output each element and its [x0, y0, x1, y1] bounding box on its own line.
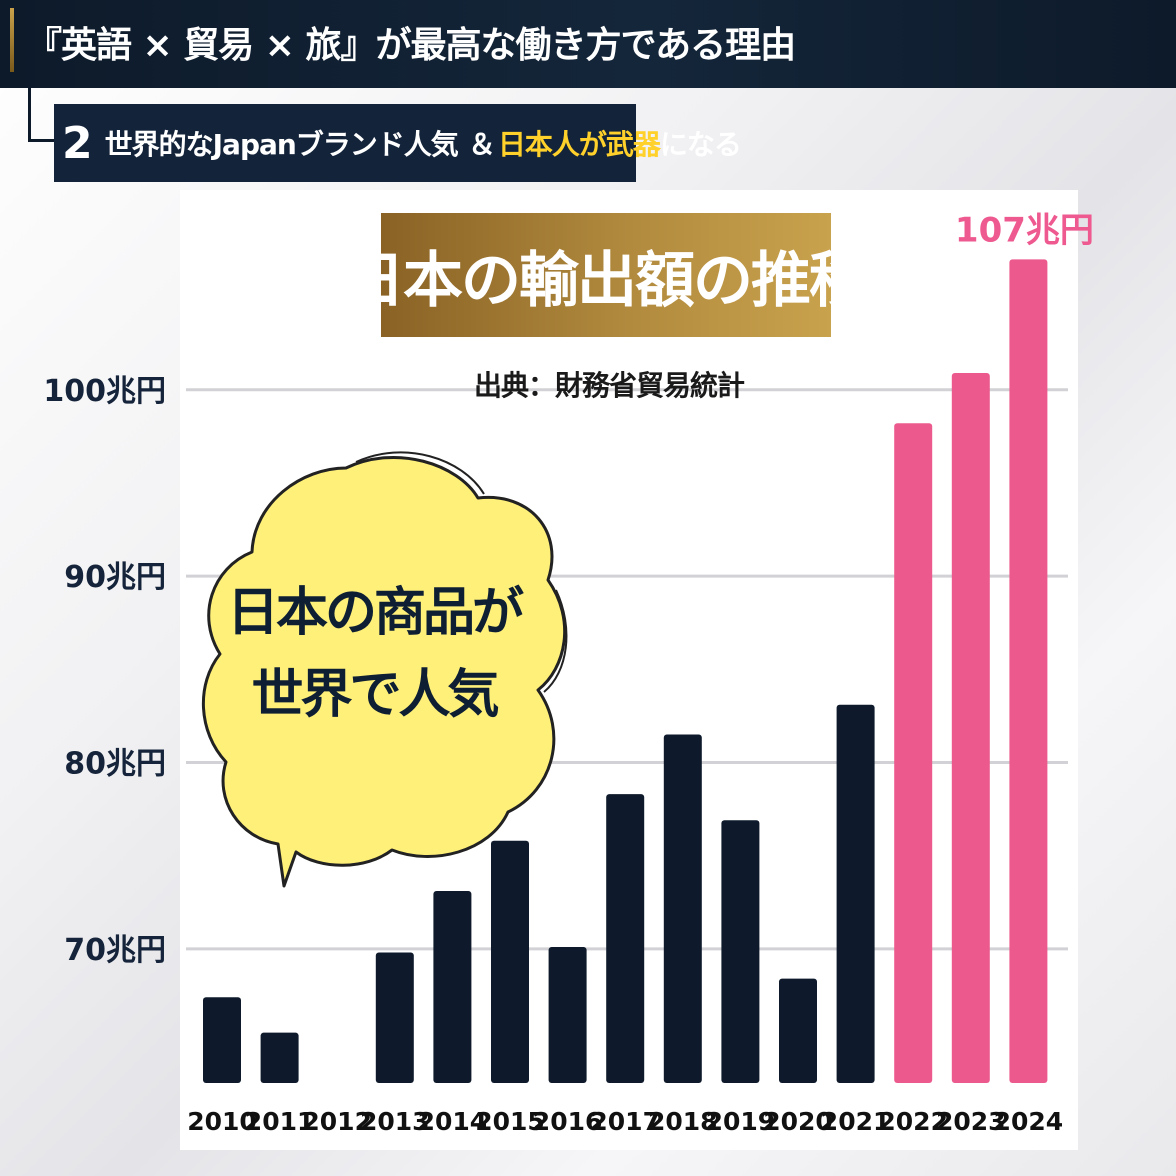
bubble-text: 日本の商品が 世界で人気 — [214, 572, 534, 736]
x-tick-label: 2010 — [187, 1107, 257, 1136]
speech-bubble — [202, 451, 568, 888]
section-text-3: になる — [659, 128, 742, 161]
data-label: 107兆円 — [955, 210, 1094, 250]
bar-layer — [203, 259, 1048, 1083]
bar-2015 — [491, 840, 529, 1083]
bubble-line-2: 世界で人気 — [251, 665, 499, 725]
speech-bubble-shape — [202, 455, 567, 888]
y-tick-label: 80兆円 — [64, 746, 166, 781]
x-tick-label: 2013 — [360, 1107, 430, 1136]
bar-2020 — [779, 978, 817, 1083]
top-banner: 『英語 × 貿易 × 旅』が最高な働き方である理由 — [0, 0, 1176, 88]
x-tick-label: 2019 — [706, 1107, 776, 1136]
y-tick-label: 90兆円 — [64, 560, 166, 595]
y-tick-label: 70兆円 — [64, 933, 166, 968]
bar-2022 — [894, 423, 933, 1083]
banner-accent — [10, 8, 14, 72]
connector-line — [28, 88, 56, 142]
x-tick-label: 2022 — [878, 1107, 948, 1136]
x-tick-label: 2023 — [936, 1107, 1006, 1136]
x-tick-label: 2020 — [763, 1107, 833, 1136]
section-text-1: 世界的なJapanブランド人気 — [104, 128, 459, 161]
x-tick-label: 2024 — [994, 1107, 1064, 1136]
bar-2021 — [836, 704, 875, 1083]
x-tick-label: 2016 — [533, 1107, 603, 1136]
x-tick-label: 2018 — [648, 1107, 718, 1136]
bar-2014 — [433, 891, 472, 1083]
x-tick-label: 2021 — [821, 1107, 891, 1136]
bar-2013 — [375, 952, 414, 1083]
section-number: 2 — [62, 117, 93, 169]
bar-2019 — [721, 820, 760, 1083]
bar-2016 — [548, 946, 587, 1083]
x-tick-label: 2014 — [418, 1107, 488, 1136]
bar-2024 — [1009, 259, 1048, 1083]
section-banner: 2 世界的なJapanブランド人気 ＆ 日本人が武器 になる — [54, 104, 742, 182]
x-tick-label: 2012 — [302, 1107, 372, 1136]
section-text-highlight: 日本人が武器 — [497, 128, 661, 161]
section-ampersand: ＆ — [467, 128, 496, 161]
source-note: 出典：財務省貿易統計 — [474, 369, 745, 402]
x-tick-label: 2017 — [590, 1107, 660, 1136]
bar-2017 — [606, 794, 645, 1083]
page-title: 『英語 × 貿易 × 旅』が最高な働き方である理由 — [26, 25, 796, 66]
label-layer: 70兆円80兆円90兆円100兆円20102011201220132014201… — [43, 210, 1094, 1136]
chart-title: 日本の輸出額の推移 — [345, 245, 869, 316]
y-tick-label: 100兆円 — [43, 374, 166, 409]
bubble-sketch-line-2 — [543, 589, 568, 693]
chart-title-box: 日本の輸出額の推移 — [345, 213, 869, 337]
bar-2023 — [951, 372, 990, 1083]
bubble-sketch-line — [355, 451, 485, 495]
bar-2011 — [260, 1032, 299, 1083]
bubble-line-1: 日本の商品が — [226, 583, 524, 643]
bar-2018 — [663, 734, 702, 1083]
x-tick-label: 2015 — [475, 1107, 545, 1136]
x-tick-label: 2011 — [245, 1107, 315, 1136]
bar-2010 — [203, 997, 241, 1083]
